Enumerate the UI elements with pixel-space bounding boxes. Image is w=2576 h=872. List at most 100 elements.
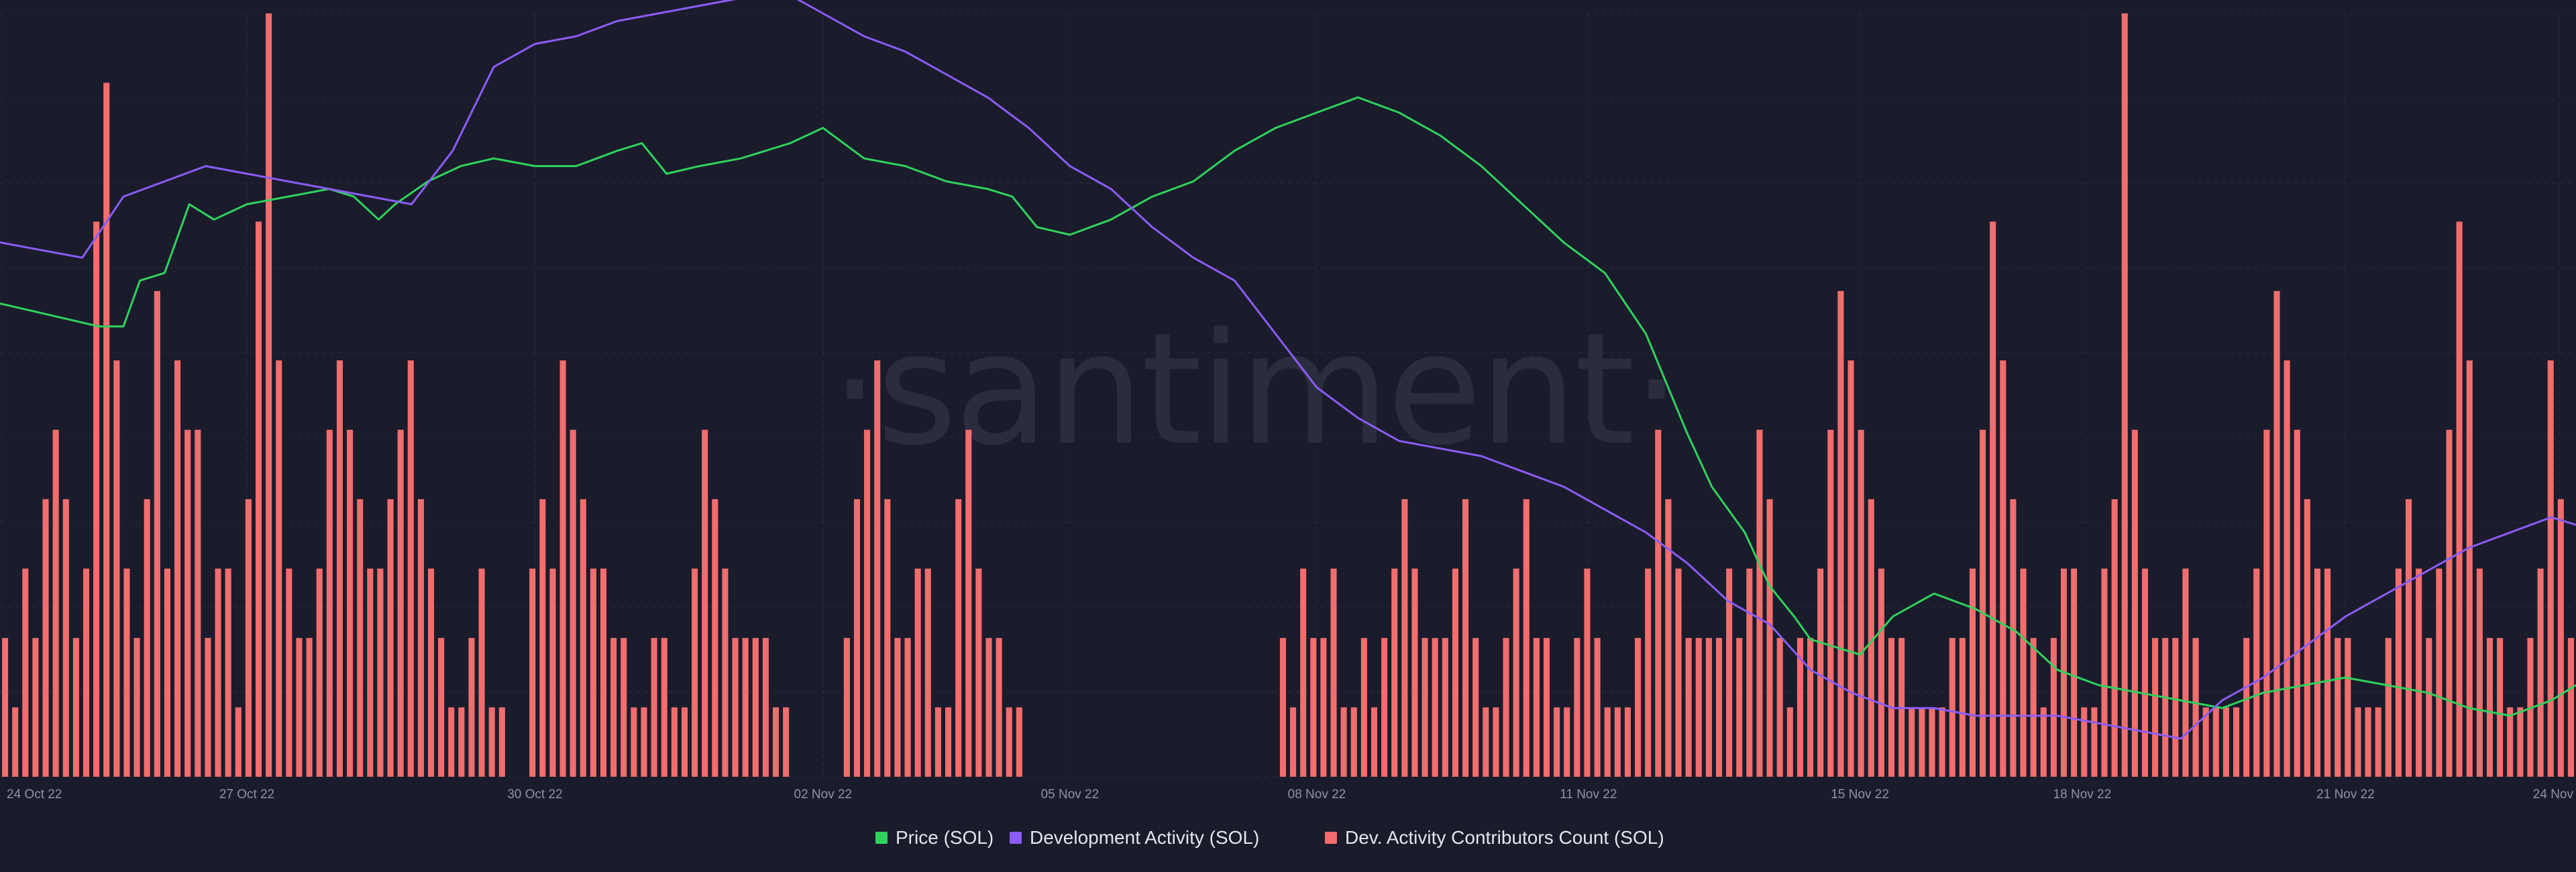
- contributors-bar: [154, 290, 160, 777]
- contributors-bar: [2, 638, 9, 777]
- contributors-bar: [1746, 568, 1753, 777]
- legend-item-contributors[interactable]: Dev. Activity Contributors Count (SOL): [1325, 827, 1664, 848]
- contributors-bar: [2040, 707, 2047, 777]
- contributors-bar: [2537, 568, 2544, 777]
- contributors-bar: [478, 568, 485, 777]
- contributors-bar: [1909, 707, 1915, 777]
- contributors-bar: [42, 499, 49, 777]
- contributors-bar: [1858, 429, 1864, 777]
- contributors-bar: [2212, 707, 2219, 777]
- contributors-bar: [681, 707, 688, 777]
- contributors-bar: [621, 638, 627, 777]
- price-line: [0, 96, 2576, 717]
- contributors-bar: [427, 568, 435, 777]
- contributors-bar: [2222, 707, 2229, 777]
- x-axis-ticks: 24 Oct 22 27 Oct 22 30 Oct 22 02 Nov 22 05 N…: [7, 787, 2573, 802]
- contributors-bar: [1401, 499, 1408, 777]
- contributors-bar: [205, 638, 211, 777]
- contributors-bar: [1807, 638, 1814, 777]
- contributors-bar: [1452, 568, 1458, 777]
- contributors-bar: [2202, 707, 2209, 777]
- contributors-bar: [2121, 13, 2128, 777]
- legend-swatch: [1010, 832, 1022, 844]
- contributors-bar: [1756, 429, 1763, 777]
- contributors-bar: [580, 499, 586, 777]
- contributors-bar: [133, 638, 140, 777]
- contributors-bar: [2476, 568, 2483, 777]
- contributors-bar: [783, 707, 790, 777]
- contributors-bar: [2486, 638, 2493, 777]
- contributors-bar: [1330, 568, 1337, 777]
- contributors-bar: [1543, 638, 1550, 777]
- contributors-bar: [1016, 707, 1022, 777]
- contributors-bar: [692, 568, 698, 777]
- contributors-bar: [2141, 568, 2149, 777]
- contributors-bar: [2071, 568, 2078, 777]
- contributors-bar: [2152, 638, 2159, 777]
- contributors-bar: [955, 499, 962, 777]
- contributors-bar: [1574, 638, 1580, 777]
- contributors-bar: [123, 568, 130, 777]
- contributors-bar: [1513, 568, 1519, 777]
- watermark: ·santiment·: [830, 301, 1678, 480]
- contributors-bar: [2345, 638, 2351, 777]
- contributors-bar: [631, 707, 637, 777]
- contributors-bar: [1796, 638, 1803, 777]
- contributors-bar: [1584, 568, 1591, 777]
- contributors-bars: [2, 13, 2574, 777]
- contributors-bar: [1655, 429, 1662, 777]
- contributors-bar: [1391, 568, 1398, 777]
- contributors-bar: [255, 221, 262, 777]
- contributors-bar: [235, 707, 241, 777]
- contributors-bar: [965, 429, 972, 777]
- contributors-bar: [2273, 290, 2280, 777]
- contributors-bar: [2131, 429, 2138, 777]
- contributors-bar: [286, 568, 292, 777]
- contributors-bar: [387, 499, 394, 777]
- contributors-bar: [2172, 638, 2179, 777]
- contributors-bar: [985, 638, 992, 777]
- contributors-bar: [600, 568, 607, 777]
- contributors-bar: [2426, 638, 2432, 777]
- contributors-bar: [1695, 638, 1702, 777]
- contributors-bar: [276, 360, 282, 777]
- contributors-bar: [712, 499, 718, 777]
- contributors-bar: [1006, 707, 1012, 777]
- contributors-bar: [539, 499, 546, 777]
- contributors-bar: [1817, 568, 1824, 777]
- legend-item-dev_activity[interactable]: Development Activity (SOL): [1010, 827, 1259, 848]
- contributors-bar: [2365, 707, 2371, 777]
- contributors-bar: [641, 707, 647, 777]
- contributors-bar: [2456, 221, 2463, 777]
- contributors-bar: [996, 638, 1002, 777]
- contributors-bar: [1980, 429, 1986, 777]
- contributors-bar: [1564, 707, 1570, 777]
- contributors-bar: [2395, 568, 2402, 777]
- contributors-bar: [1442, 638, 1448, 777]
- contributors-bar: [458, 707, 465, 777]
- x-tick-label: 11 Nov 22: [1560, 787, 1617, 802]
- contributors-bar: [2050, 638, 2057, 777]
- contributors-bar: [336, 360, 343, 777]
- contributors-bar: [2111, 499, 2118, 777]
- contributors-bar: [2162, 638, 2169, 777]
- contributors-bar: [2507, 707, 2514, 777]
- contributors-bar: [417, 499, 424, 777]
- contributors-bar: [914, 568, 921, 777]
- contributors-bar: [2385, 638, 2392, 777]
- contributors-bar: [1300, 568, 1307, 777]
- contributors-bar: [1635, 638, 1642, 777]
- contributors-bar: [2557, 499, 2564, 777]
- contributors-bar: [266, 13, 272, 777]
- contributors-bar: [1554, 707, 1560, 777]
- contributors-bar: [1483, 707, 1489, 777]
- contributors-bar: [2547, 360, 2554, 777]
- contributors-bar: [843, 638, 850, 777]
- contributors-bar: [52, 429, 59, 777]
- contributors-bar: [397, 429, 404, 777]
- contributors-bar: [1736, 638, 1743, 777]
- contributors-bar: [1533, 638, 1540, 777]
- contributors-bar: [2294, 429, 2300, 777]
- legend-item-price[interactable]: Price (SOL): [875, 827, 994, 848]
